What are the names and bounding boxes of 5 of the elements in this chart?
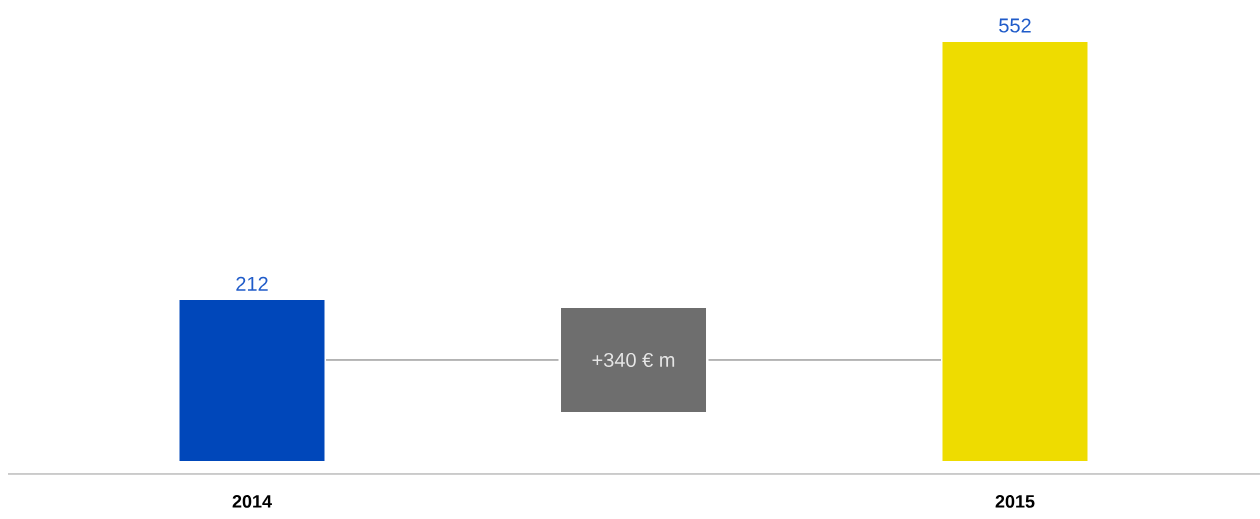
annotation: +340 € m [592, 352, 675, 368]
x-tick-label: 2014 [232, 495, 272, 508]
x-tick-label: 2015 [995, 495, 1035, 508]
data-label: 552 [999, 18, 1031, 33]
data-label: 212 [236, 276, 268, 291]
